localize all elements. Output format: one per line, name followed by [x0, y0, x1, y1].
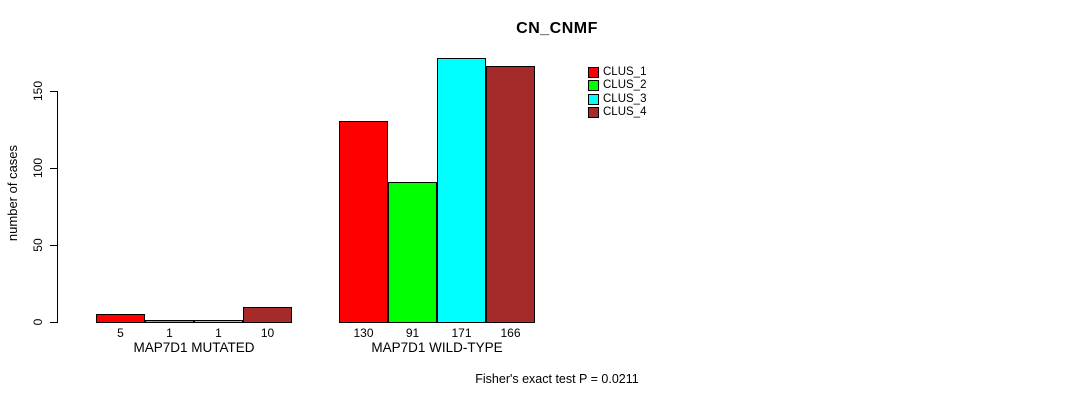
legend-swatch: [588, 93, 599, 105]
y-axis-tick: [50, 90, 57, 92]
legend-label: CLUS_2: [603, 79, 647, 92]
bar-value-label: 130: [353, 326, 374, 340]
legend-swatch: [588, 106, 599, 118]
y-axis-tick: [50, 322, 57, 323]
bar: [96, 314, 145, 323]
y-axis-tick: [50, 167, 57, 169]
bar-value-label: 10: [260, 326, 275, 340]
bar-value-label: 166: [500, 326, 521, 340]
bar-value-label: 171: [451, 326, 472, 340]
legend-label: CLUS_1: [603, 66, 647, 78]
bar: [339, 121, 388, 323]
bar: [243, 306, 292, 323]
bar: [388, 181, 437, 323]
bar-value-label: 1: [215, 326, 222, 340]
legend-swatch: [588, 67, 599, 78]
legend-label: CLUS_3: [603, 92, 647, 105]
y-axis-line: [57, 90, 59, 323]
chart-title: CN_CNMF: [516, 20, 598, 37]
bar: [145, 320, 194, 323]
bar-value-label: 1: [166, 326, 173, 340]
bar-value-label: 91: [405, 326, 420, 340]
bar: [486, 65, 535, 323]
x-axis-group-label: MAP7D1 MUTATED: [133, 340, 255, 355]
y-axis-tick: [50, 244, 57, 246]
bar: [437, 58, 486, 323]
x-axis-group-label: MAP7D1 WILD-TYPE: [371, 340, 503, 355]
legend-label: CLUS_4: [603, 105, 647, 118]
footer-note: Fisher's exact test P = 0.0211: [475, 372, 639, 386]
legend-swatch: [588, 80, 599, 92]
bar-value-label: 5: [117, 326, 124, 340]
bar: [194, 320, 243, 323]
